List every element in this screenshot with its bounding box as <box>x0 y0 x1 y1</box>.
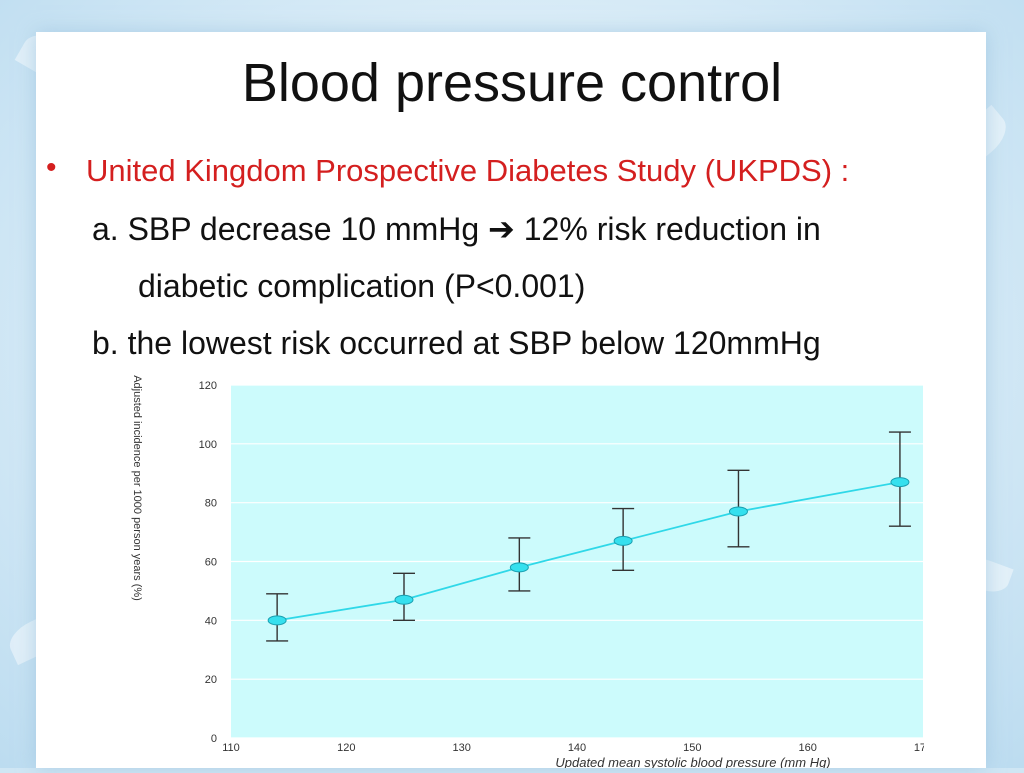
point-a-prefix: a. SBP decrease 10 mmHg <box>92 211 489 247</box>
x-axis-label: Updated mean systolic blood pressure (mm… <box>555 755 830 768</box>
x-tick-label: 170 <box>914 742 924 754</box>
y-axis-label: Adjusted incidence per 1000 person years… <box>131 375 143 601</box>
y-tick-label: 120 <box>199 380 217 392</box>
slide-title: Blood pressure control <box>241 53 783 113</box>
point-a: a. SBP decrease 10 mmHg ➔ 12% risk reduc… <box>92 210 821 248</box>
data-point <box>267 615 287 626</box>
right-arrow-icon: ➔ <box>488 211 515 247</box>
data-markers <box>267 477 910 626</box>
y-tick-label: 40 <box>205 615 217 627</box>
x-tick-label: 150 <box>683 742 701 754</box>
y-tick-label: 20 <box>205 674 217 686</box>
point-a-suffix: 12% risk reduction in <box>514 211 821 247</box>
series-line <box>276 481 901 622</box>
x-tick-labels: 110 120 130 140 150 160 170 <box>222 742 932 754</box>
y-tick-labels: 0 20 40 60 80 100 120 <box>199 380 217 745</box>
data-point <box>728 506 748 517</box>
x-tick-label: 120 <box>337 742 355 754</box>
y-tick-label: 100 <box>199 439 217 451</box>
x-tick-label: 160 <box>798 742 816 754</box>
bp-incidence-chart: 0 20 40 60 80 100 120 110 120 130 140 150 160 170 Ad… <box>131 375 932 770</box>
data-point <box>890 477 910 488</box>
x-tick-label: 130 <box>452 742 470 754</box>
data-point <box>613 535 633 546</box>
grid-lines <box>231 384 923 739</box>
chart-container: 0 20 40 60 80 100 120 110 120 130 140 150 160 170 Ad… <box>118 368 932 770</box>
y-tick-label: 80 <box>205 498 217 510</box>
y-tick-label: 60 <box>205 557 217 569</box>
data-point <box>509 562 529 573</box>
x-tick-label: 140 <box>568 742 586 754</box>
x-tick-label: 110 <box>222 742 240 754</box>
point-b: b. the lowest risk occurred at SBP below… <box>92 325 821 361</box>
bullet-marker: • <box>46 151 57 184</box>
bullet-heading: United Kingdom Prospective Diabetes Stud… <box>86 153 850 188</box>
data-point <box>394 594 414 605</box>
y-tick-label: 0 <box>211 733 217 745</box>
point-a-continuation: diabetic complication (P<0.001) <box>138 268 586 304</box>
